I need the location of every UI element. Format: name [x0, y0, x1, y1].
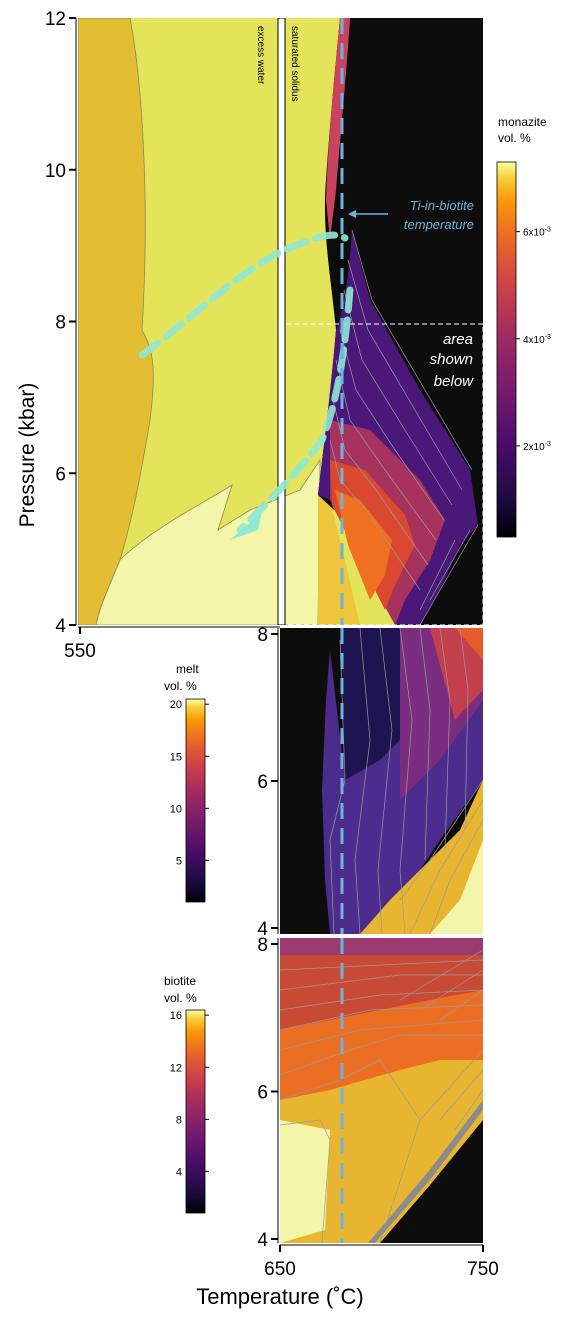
monazite-contours	[329, 229, 479, 625]
monazite-legend-tick-label: 2x10-3	[523, 441, 551, 453]
biotite-y-tick-label: 4	[257, 1230, 268, 1251]
monazite-legend-title-1: monazite	[498, 115, 547, 129]
area-shown-below-box	[280, 323, 483, 625]
main-y-tick-label: 4	[55, 616, 66, 637]
biotite-field-dark	[380, 1120, 483, 1243]
biotite-legend: biotite vol. % 16 12 8 4	[164, 974, 209, 1214]
melt-y-tick-label: 4	[257, 919, 268, 940]
biotite-legend-title-2: vol. %	[164, 991, 197, 1005]
melt-legend: melt vol. % 20 15 10 5	[164, 662, 209, 903]
biotite-legend-tick-label: 4	[176, 1166, 182, 1178]
melt-y-tick-label: 8	[257, 625, 268, 646]
ti-in-biotite-label-1: Ti-in-biotite	[410, 198, 474, 213]
melt-y-tick-label: 6	[257, 772, 268, 793]
melt-panel	[280, 628, 483, 934]
melt-y-ticks: 4 6 8	[257, 625, 278, 940]
main-y-tick-label: 12	[45, 9, 66, 30]
pt-path-lower	[236, 286, 354, 534]
monazite-field-rim	[326, 18, 350, 240]
biotite-field-light	[280, 1120, 330, 1243]
main-x-ticks: 550	[64, 627, 96, 662]
biotite-panel	[280, 938, 483, 1243]
monazite-legend-title-2: vol. %	[498, 131, 531, 145]
pt-path-upper	[138, 231, 349, 359]
melt-legend-title-2: vol. %	[164, 679, 197, 693]
x-axis-title: Temperature (˚C)	[196, 1284, 363, 1309]
y-axis-title: Pressure (kbar)	[16, 383, 39, 528]
biotite-legend-title-1: biotite	[164, 974, 196, 988]
monazite-field-orange	[335, 490, 392, 600]
monazite-legend-tick-label: 4x10-3	[523, 334, 551, 346]
saturated-solidus-bar	[277, 18, 286, 625]
main-y-tick-label: 10	[45, 161, 66, 182]
biotite-field-purple	[280, 938, 483, 960]
biotite-x-ticks: 650 750	[264, 1245, 499, 1280]
area-label-2: shown	[430, 351, 473, 368]
biotite-y-tick-label: 8	[257, 935, 268, 956]
monazite-field-low-pressure	[95, 458, 321, 625]
biotite-x-tick-label: 650	[264, 1259, 296, 1280]
melt-legend-ticks: 20 15 10 5	[170, 699, 209, 867]
main-y-tick-label: 6	[55, 464, 66, 485]
biotite-legend-tick-label: 8	[176, 1114, 182, 1126]
monazite-field-gold	[318, 495, 360, 625]
biotite-legend-ticks: 16 12 8 4	[170, 1010, 209, 1178]
pt-path-arrowhead	[230, 512, 262, 540]
melt-legend-title-1: melt	[176, 662, 199, 676]
area-label-1: area	[443, 331, 473, 348]
monazite-colorbar	[496, 161, 517, 538]
biotite-field-orange-band	[280, 990, 483, 1100]
melt-legend-tick-label: 15	[170, 751, 182, 763]
saturated-solidus-label: saturated solidus	[289, 26, 300, 102]
melt-contours	[329, 628, 483, 934]
excess-water-label: excess water	[255, 26, 266, 85]
melt-legend-tick-label: 5	[176, 855, 182, 867]
area-label-3: below	[434, 373, 474, 390]
biotite-x-tick-label: 750	[467, 1259, 499, 1280]
melt-legend-tick-label: 20	[170, 699, 182, 711]
melt-field-light	[430, 840, 483, 934]
biotite-y-tick-label: 6	[257, 1083, 268, 1104]
monazite-legend: monazite vol. % 6x10-3 4x10-3 2x10-3	[496, 115, 551, 538]
main-x-tick-label: 550	[64, 641, 96, 662]
biotite-colorbar	[185, 1009, 206, 1214]
biotite-y-ticks: 4 6 8	[257, 935, 278, 1251]
melt-field-gold	[360, 780, 483, 934]
melt-legend-tick-label: 10	[170, 803, 182, 815]
monazite-legend-tick-label: 6x10-3	[523, 227, 551, 239]
melt-field-orange	[455, 628, 483, 660]
main-y-ticks: 4 6 8 10 12	[45, 9, 76, 637]
main-panel	[78, 18, 483, 625]
melt-colorbar	[185, 698, 206, 903]
ti-in-biotite-pointer-head	[348, 210, 356, 218]
ti-in-biotite-label-2: temperature	[404, 217, 474, 232]
biotite-legend-tick-label: 12	[170, 1062, 182, 1074]
monazite-legend-ticks: 6x10-3 4x10-3 2x10-3	[516, 227, 551, 453]
biotite-contours	[280, 949, 483, 1243]
biotite-legend-tick-label: 16	[170, 1010, 182, 1022]
main-y-tick-label: 8	[55, 313, 66, 334]
